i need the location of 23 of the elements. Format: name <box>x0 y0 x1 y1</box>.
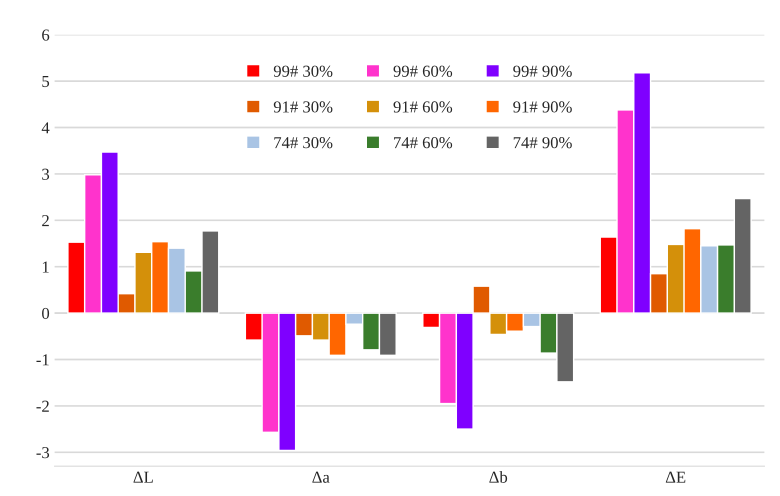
legend-label: 74# 90% <box>514 137 572 148</box>
legend-label: 99# 90% <box>513 66 572 77</box>
legend-label: 74# 30% <box>274 137 332 148</box>
x-tick-label: Δb <box>489 471 508 483</box>
y-tick-label: -1 <box>36 354 49 366</box>
y-tick-label: 6 <box>42 29 50 41</box>
y-tick-label: 3 <box>42 168 50 180</box>
legend-label: 99# 60% <box>394 66 452 77</box>
y-tick-label: 0 <box>42 308 50 320</box>
legend-label: 91# 90% <box>513 101 572 113</box>
y-tick-label: 4 <box>42 122 50 134</box>
y-tick-label: 1 <box>42 262 49 273</box>
y-tick-label: -2 <box>36 400 49 412</box>
legend-label: 99# 30% <box>274 66 332 77</box>
x-tick-label: ΔE <box>666 472 686 483</box>
y-tick-label: -3 <box>36 447 50 458</box>
legend-label: 74# 60% <box>394 137 452 148</box>
legend-label: 91# 60% <box>394 101 452 113</box>
x-tick-label: Δa <box>312 472 330 483</box>
x-tick-label: ΔL <box>134 472 153 483</box>
legend-label: 91# 30% <box>274 101 332 113</box>
y-tick-label: 2 <box>42 215 49 226</box>
y-tick-label: 5 <box>42 76 50 88</box>
